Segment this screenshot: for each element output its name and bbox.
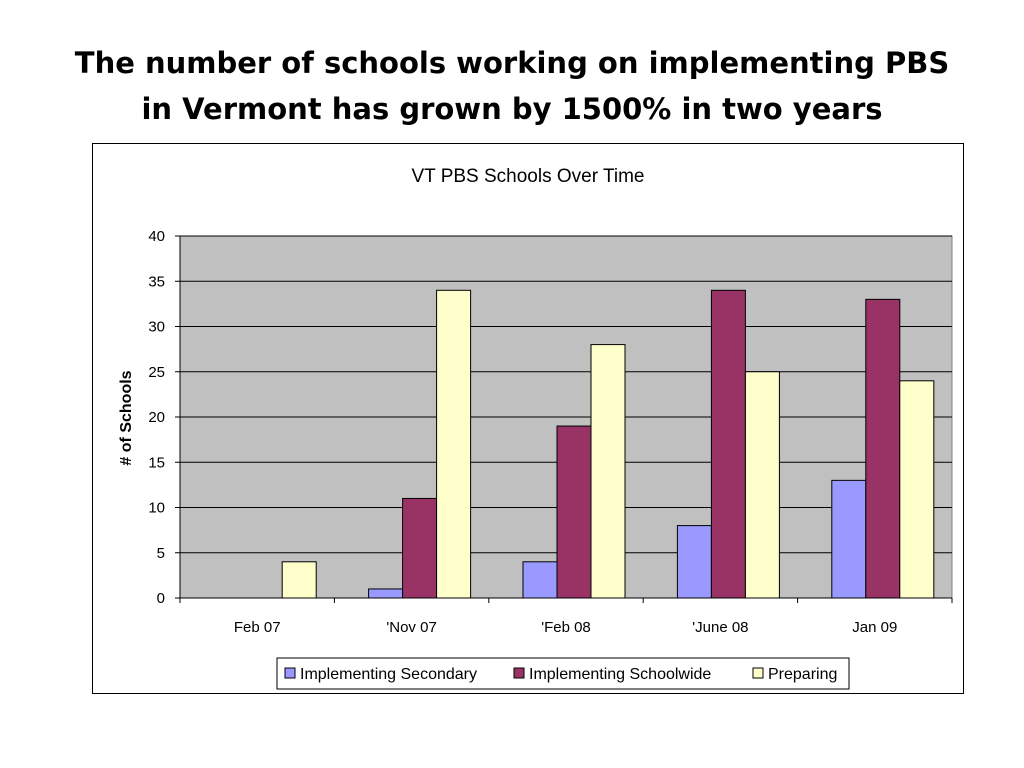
y-tick-label: 20 [148, 409, 165, 426]
x-tick-label: 'June 08 [692, 619, 748, 636]
bar [556, 425, 592, 599]
bar [436, 289, 472, 599]
bar [899, 380, 935, 599]
x-tick-label: 'Nov 07 [386, 619, 436, 636]
y-tick-label: 15 [148, 454, 165, 471]
y-tick-label: 35 [148, 273, 165, 290]
bar [744, 371, 780, 599]
legend-swatch [752, 667, 764, 679]
bar [590, 344, 626, 599]
bar [368, 588, 404, 599]
y-tick-label: 30 [148, 319, 165, 336]
legend-label: Preparing [768, 666, 837, 683]
legend-swatch [284, 667, 296, 679]
y-axis-label: # of Schools [118, 370, 135, 465]
legend: Implementing Secondary Implementing Schoo… [276, 657, 850, 690]
x-tick-label: Jan 09 [852, 619, 897, 636]
legend-swatch [513, 667, 525, 679]
plot-area: 0 5 10 15 20 25 30 35 40 Feb 07 'Nov 07 'Feb 08 'Jun… [148, 228, 953, 636]
bar [865, 298, 901, 599]
y-tick-label: 40 [148, 228, 165, 245]
chart-title: VT PBS Schools Over Time [411, 166, 644, 187]
y-tick-label: 5 [157, 545, 165, 562]
bar [710, 289, 746, 599]
bar [402, 497, 438, 599]
bar [831, 479, 867, 599]
bar [676, 525, 712, 599]
bar [522, 561, 558, 599]
y-tick-label: 25 [148, 364, 165, 381]
legend-label: Implementing Schoolwide [529, 666, 711, 683]
slide-title-line-2: in Vermont has grown by 1500% in two yea… [141, 92, 883, 126]
bar [281, 561, 317, 599]
slide-title-line-1: The number of schools working on impleme… [74, 46, 950, 80]
y-tick-label: 10 [148, 500, 165, 517]
y-tick-label: 0 [157, 590, 165, 607]
x-tick-label: Feb 07 [234, 619, 281, 636]
x-tick-label: 'Feb 08 [541, 619, 591, 636]
legend-label: Implementing Secondary [300, 666, 477, 683]
slide-title: The number of schools working on impleme… [0, 40, 1024, 132]
